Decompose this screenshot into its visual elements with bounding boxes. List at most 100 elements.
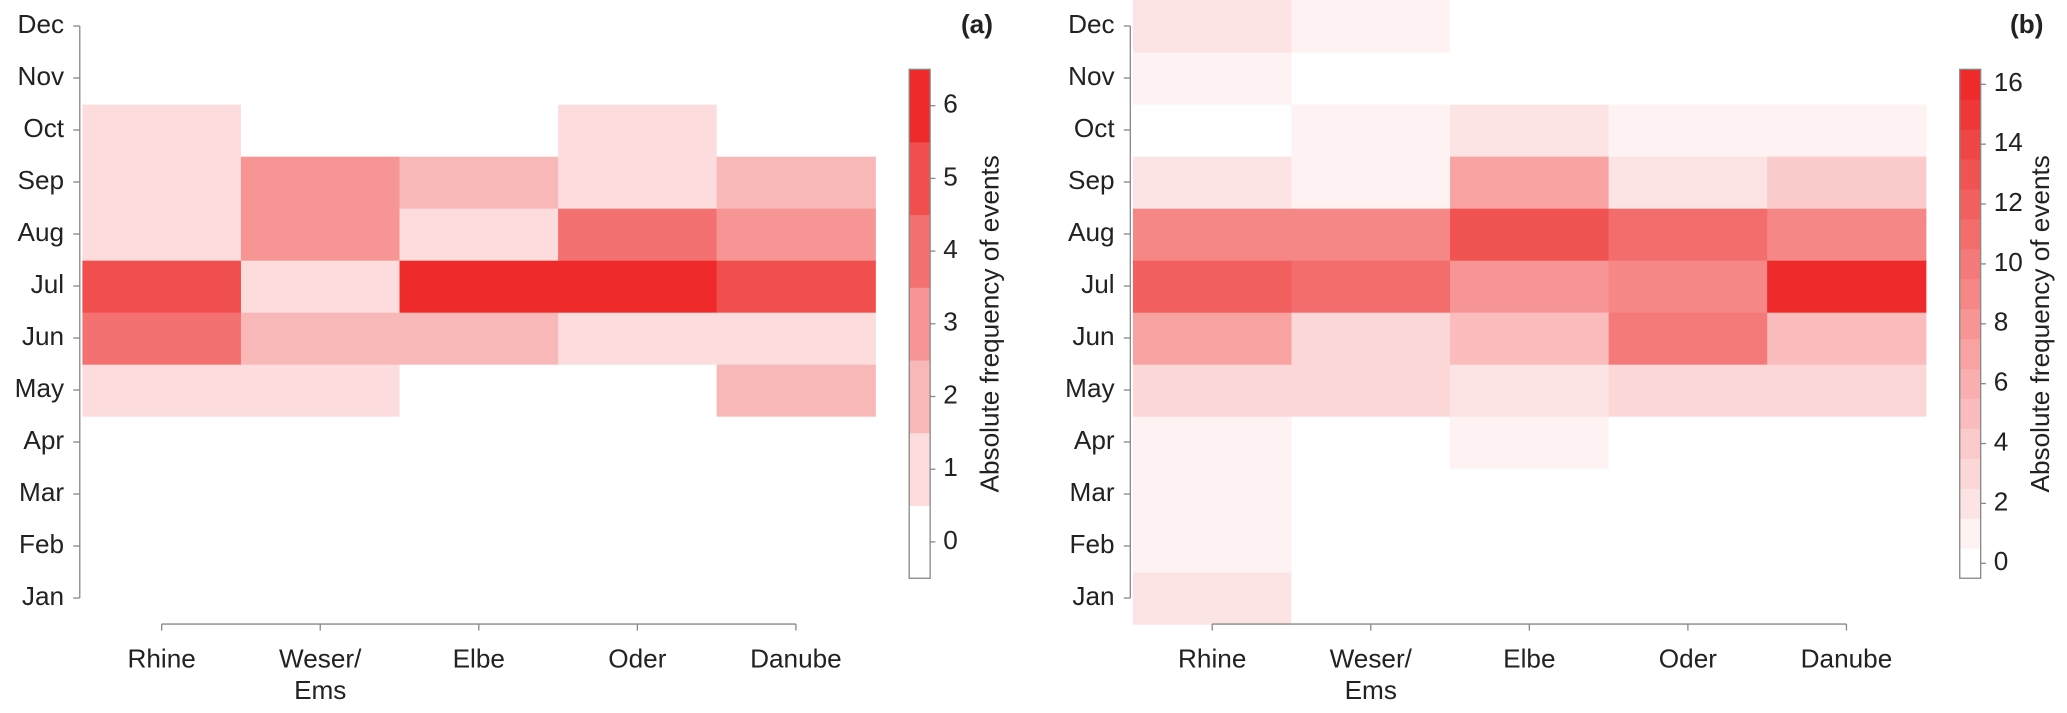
heat-cell [1767,520,1927,573]
heat-cell [1132,468,1293,521]
heat-cell [558,260,718,313]
colorbar-tick-label: 5 [943,161,958,191]
heat-cell [558,104,718,157]
y-tick-label: Nov [1068,61,1115,91]
x-tick-label: Weser/Ems [279,644,362,705]
colorbar-level [1959,278,1981,310]
colorbar-level [1959,428,1981,459]
heat-cell [1767,572,1927,625]
colorbar-level [1959,159,1981,190]
heat-cell [82,260,242,313]
heat-cell [399,156,559,209]
heat-cell [716,260,876,313]
heat-cell [1608,364,1768,417]
y-tick-label: Mar [1070,477,1115,507]
heat-cell [82,312,242,365]
heat-cell [558,364,718,417]
x-tick-label: Elbe [453,644,505,674]
heat-cell [1291,364,1451,417]
heat-cell [558,156,718,209]
heat-cell [82,416,242,469]
heat-cell [399,260,559,313]
heat-cell [1767,416,1927,469]
heat-cell [558,0,718,53]
heat-cell [1450,364,1610,417]
y-tick-label: Nov [18,61,65,91]
heat-cell [82,364,242,417]
heat-cell [716,520,876,573]
heat-cell [1450,0,1610,53]
x-tick-label: Danube [1801,644,1893,674]
heat-cell [399,52,559,105]
heat-cell [558,52,718,105]
y-tick-label: Sep [18,165,65,195]
heat-cell [716,0,876,53]
heat-cell [1450,416,1610,469]
colorbar-tick-label: 3 [943,307,958,337]
x-tick-label: Rhine [128,644,196,674]
heat-cell [1608,208,1768,261]
colorbar-level [1959,129,1981,160]
heat-cell [1450,468,1610,521]
colorbar-level [909,360,931,434]
heat-cell [1767,104,1927,157]
colorbar-tick-label: 1 [943,452,958,482]
colorbar-level [909,142,931,216]
heat-cell [82,468,242,521]
colorbar-label: Absolute frequency of events [975,155,1005,492]
heat-cell [1608,104,1768,157]
heat-cell [558,468,718,521]
y-tick-label: Mar [19,477,64,507]
heat-cell [1767,312,1927,365]
colorbar-tick-label: 2 [1994,486,2009,516]
heat-cell [1132,312,1293,365]
heat-cell [82,52,242,105]
heat-cell [240,156,401,209]
y-tick-label: Aug [1068,217,1115,247]
heat-cell [1608,468,1768,521]
y-tick-label: Apr [1074,425,1115,455]
heat-cell [82,208,242,261]
heat-cell [716,364,876,417]
heat-cell [1132,260,1293,313]
heat-cell [1291,416,1451,469]
panel: Jan Feb Mar Apr May Jun Jul Aug Sep Oct Nov Dec Rhin… [1065,0,2055,705]
heat-cell [1450,156,1610,209]
colorbar-level [1959,488,1981,519]
heat-cell [1291,260,1451,313]
heat-cell [1608,0,1768,53]
heat-cell [1450,572,1610,625]
y-tick-label: Jun [1072,321,1114,351]
colorbar-level [909,505,931,579]
x-tick-label: Oder [608,644,666,674]
y-tick-label: Oct [1074,113,1115,143]
colorbar-level [909,287,931,361]
heat-cell [716,312,876,365]
heat-cell [240,364,401,417]
y-tick-label: Dec [1068,9,1115,39]
heat-cell [1608,312,1768,365]
colorbar-level [909,69,931,143]
heat-cell [1767,364,1927,417]
heat-cell [240,572,401,625]
heat-cell [399,364,559,417]
heat-cell [1132,0,1293,53]
panel: Jan Feb Mar Apr May Jun Jul Aug Sep Oct Nov Dec Rhin… [15,0,1005,705]
colorbar-tick-label: 4 [943,234,958,264]
heat-cell [1450,104,1610,157]
heat-cell [1291,520,1451,573]
heat-cell [1132,572,1293,625]
heat-cell [716,208,876,261]
x-tick-label: Elbe [1503,644,1555,674]
heat-cell [399,104,559,157]
colorbar-level [1959,248,1981,280]
heat-cell [82,0,242,53]
colorbar-level [1959,548,1981,579]
heat-cell [82,572,242,625]
colorbar-tick-label: 12 [1994,187,2023,217]
colorbar-tick-label: 14 [1994,127,2023,157]
heat-cell [240,468,401,521]
heat-cell [1132,364,1293,417]
heat-cell [399,416,559,469]
colorbar-level [909,214,931,288]
